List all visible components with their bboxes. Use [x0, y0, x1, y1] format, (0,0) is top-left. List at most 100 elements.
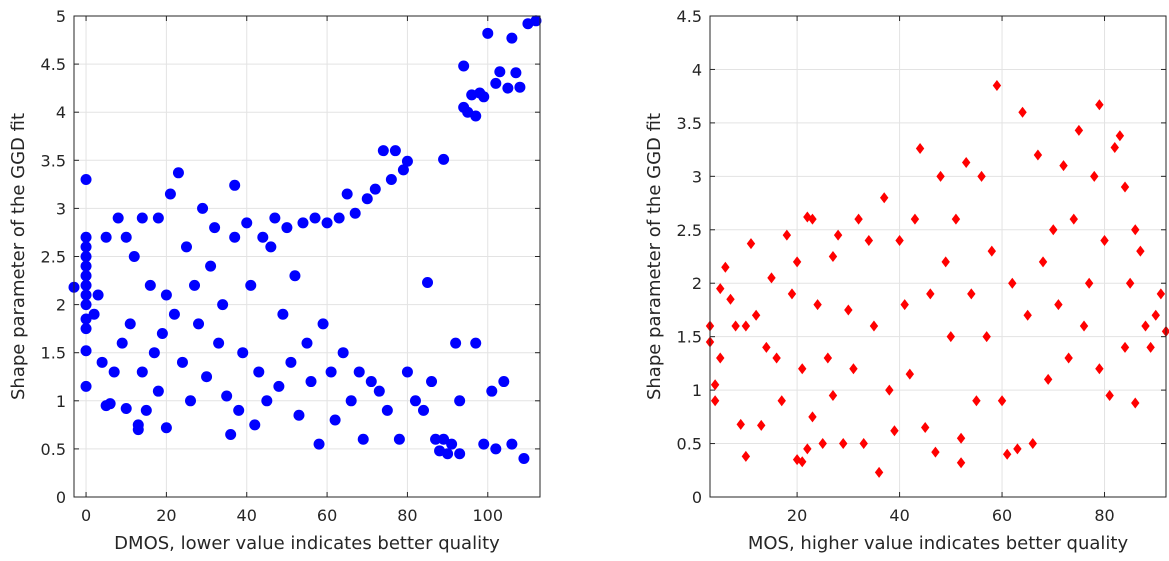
dmos-data-point	[172, 167, 184, 179]
dmos-data-point	[530, 15, 542, 27]
dmos-data-point	[241, 217, 253, 229]
mos-data-point	[1038, 256, 1048, 268]
mos-data-point	[941, 256, 950, 268]
mos-data-point	[1131, 224, 1140, 236]
mos-x-tick-label: 60	[992, 506, 1012, 525]
mos-data-point	[1008, 277, 1017, 289]
dmos-data-point	[438, 153, 450, 165]
dmos-y-tick-label: 0.5	[41, 440, 66, 459]
dmos-data-point	[341, 188, 353, 200]
mos-data-point	[992, 79, 1002, 91]
dmos-y-tick-label: 1.5	[41, 344, 66, 363]
mos-data-point	[746, 238, 756, 250]
dmos-data-point	[393, 433, 405, 445]
mos-y-tick-label: 4.5	[677, 7, 702, 26]
mos-data-point	[1105, 389, 1114, 401]
mos-y-tick-label: 1	[692, 381, 702, 400]
mos-data-point	[920, 422, 930, 434]
dmos-data-point	[257, 231, 269, 243]
mos-data-point	[1136, 245, 1145, 257]
dmos-data-point	[80, 270, 92, 282]
dmos-data-point	[422, 276, 434, 288]
dmos-data-point	[293, 409, 305, 421]
dmos-data-point	[265, 241, 277, 253]
dmos-data-point	[450, 337, 462, 349]
mos-data-point	[895, 234, 904, 246]
dmos-data-point	[373, 385, 385, 397]
mos-data-point	[777, 395, 786, 407]
dmos-x-tick-label: 80	[397, 506, 417, 525]
mos-y-tick-label: 1.5	[677, 328, 702, 347]
dmos-data-point	[309, 212, 321, 224]
mos-data-point	[972, 395, 981, 407]
mos-data-point	[1074, 124, 1084, 136]
mos-x-tick-label: 40	[889, 506, 909, 525]
dmos-x-tick-label: 100	[473, 506, 504, 525]
mos-data-point	[915, 143, 925, 155]
dmos-y-tick-label: 3.5	[41, 151, 66, 170]
mos-data-point	[1120, 181, 1130, 193]
dmos-data-point	[176, 356, 188, 368]
dmos-data-point	[80, 289, 92, 301]
dmos-data-point	[277, 308, 289, 320]
mos-data-point	[792, 454, 802, 466]
dmos-data-point	[438, 433, 450, 445]
dmos-data-point	[281, 222, 293, 234]
dmos-data-point	[249, 419, 261, 431]
dmos-data-point	[229, 179, 241, 191]
mos-data-point	[757, 419, 766, 431]
mos-data-point	[1054, 299, 1063, 311]
dmos-data-point	[409, 395, 421, 407]
dmos-data-point	[337, 347, 349, 359]
dmos-data-point	[233, 404, 245, 416]
mos-data-point	[900, 299, 909, 311]
mos-data-point	[946, 331, 956, 343]
mos-data-point	[844, 304, 853, 316]
dmos-data-point	[205, 260, 217, 272]
dmos-data-point	[470, 110, 482, 122]
mos-x-axis-label: MOS, higher value indicates better quali…	[748, 533, 1129, 554]
dmos-data-point	[498, 376, 510, 388]
mos-data-point	[751, 309, 761, 321]
dmos-y-tick-label: 2	[56, 296, 66, 315]
dmos-data-point	[333, 212, 345, 224]
mos-y-tick-label: 4	[692, 60, 702, 79]
mos-data-point	[890, 425, 899, 437]
mos-data-point	[1084, 277, 1094, 289]
mos-data-point	[1146, 341, 1155, 353]
dmos-data-point	[273, 380, 285, 392]
mos-data-point	[1120, 341, 1130, 353]
dmos-data-point	[80, 260, 92, 272]
dmos-data-point	[369, 183, 381, 195]
dmos-data-point	[454, 395, 466, 407]
mos-data-point	[926, 288, 935, 300]
dmos-data-point	[120, 402, 132, 414]
mos-data-point	[808, 213, 817, 225]
dmos-y-tick-label: 5	[56, 7, 66, 26]
dmos-data-point	[128, 251, 140, 262]
dmos-data-point	[80, 345, 92, 357]
dmos-data-point	[353, 366, 365, 378]
mos-data-point	[1095, 99, 1104, 111]
mos-y-axis-label: Shape parameter of the GGD fit	[644, 113, 665, 400]
mos-data-point	[1125, 277, 1135, 289]
mos-data-point	[721, 261, 730, 273]
mos-data-point	[1079, 320, 1089, 332]
mos-data-point	[1115, 130, 1125, 142]
dmos-data-point	[168, 308, 180, 320]
dmos-data-point	[458, 60, 470, 72]
dmos-data-point	[152, 212, 164, 224]
dmos-data-point	[80, 174, 92, 186]
dmos-data-point	[329, 414, 341, 426]
mos-data-point	[1002, 448, 1012, 460]
mos-data-point	[956, 457, 966, 469]
dmos-y-tick-label: 4.5	[41, 55, 66, 74]
dmos-data-point	[470, 337, 482, 349]
mos-data-point	[1141, 320, 1150, 332]
dmos-data-point	[108, 366, 120, 378]
dmos-data-point	[305, 376, 317, 388]
dmos-y-tick-label: 1	[56, 392, 66, 411]
dmos-data-point	[490, 77, 502, 89]
mos-data-point	[710, 395, 720, 407]
mos-data-point	[716, 352, 725, 364]
